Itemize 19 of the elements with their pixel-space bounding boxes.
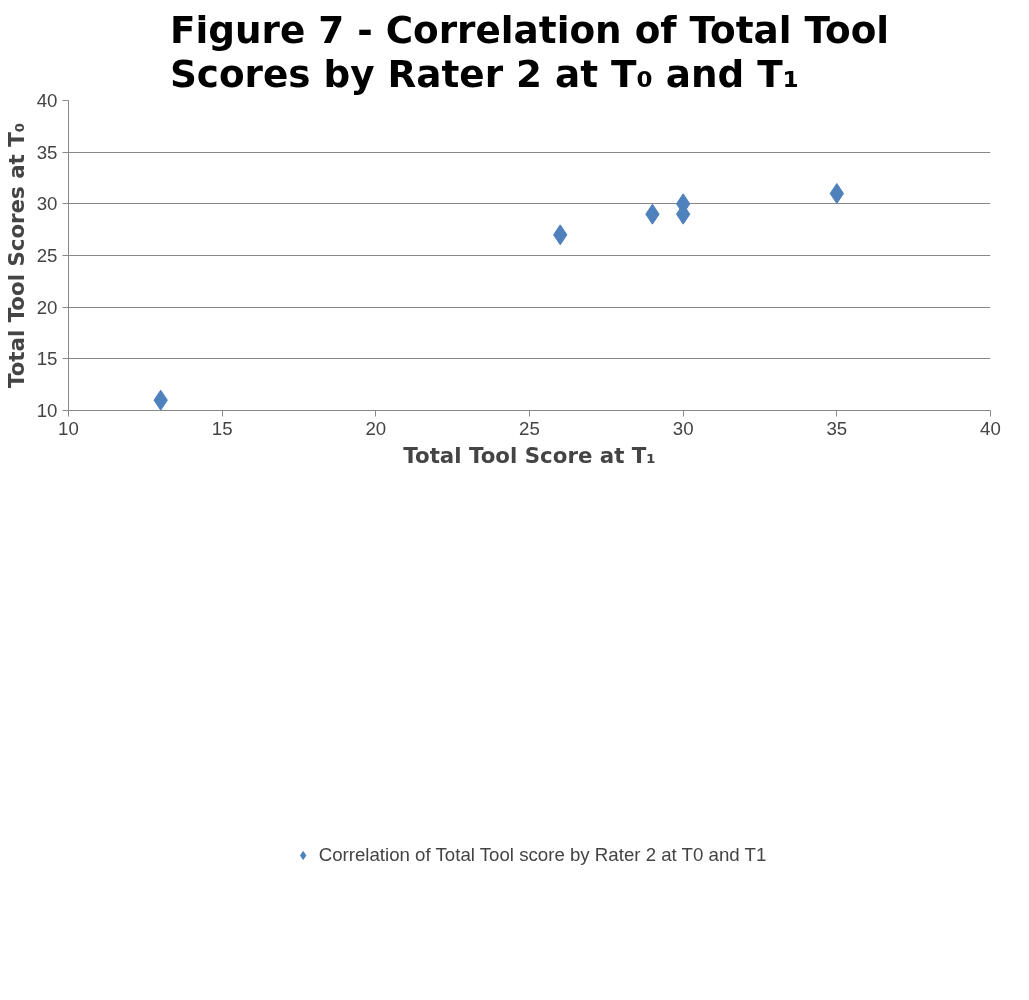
point xyxy=(829,183,844,204)
x-tick-label: 20 xyxy=(365,417,387,439)
y-tick-label: 15 xyxy=(36,348,58,370)
x-tick-label: 30 xyxy=(672,417,694,439)
x-axis-title: Total Tool Score at T₁ xyxy=(403,442,656,468)
x-tick-label: 10 xyxy=(58,417,79,439)
y-tick-label: 30 xyxy=(36,193,58,215)
x-tick-label: 15 xyxy=(211,417,233,439)
y-tick-label: 25 xyxy=(36,245,58,266)
y-axis-title: Total Tool Scores at T₀ xyxy=(3,122,29,389)
x-tick-label: 25 xyxy=(519,417,540,439)
x-tick-label: 40 xyxy=(980,417,1001,439)
legend-label: Correlation of Total Tool score by Rater 2 at T0 and T1 xyxy=(318,843,767,866)
y-tick-label: 35 xyxy=(36,141,58,163)
x-tick-label: 35 xyxy=(826,417,848,439)
y-tick-label: 20 xyxy=(36,296,58,318)
y-tick-label: 40 xyxy=(36,90,58,111)
y-tick-label: 10 xyxy=(36,400,58,421)
chart-title: Figure 7 - Correlation of Total Tool Scores by Rater 2 at T₀ and T₁ xyxy=(169,7,890,96)
